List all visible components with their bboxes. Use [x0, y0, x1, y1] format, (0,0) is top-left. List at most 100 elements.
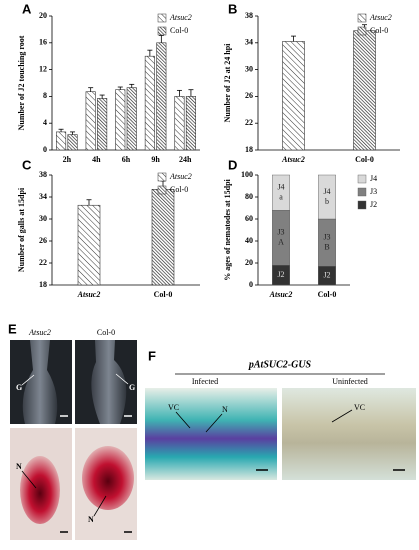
segment-name: J3	[277, 228, 284, 237]
bar	[353, 30, 376, 151]
x-tick-label: Col-0	[154, 290, 173, 299]
bar	[151, 189, 175, 286]
image-label: VC	[168, 403, 179, 412]
gall	[82, 446, 134, 510]
panel-label: D	[228, 157, 237, 172]
legend-swatch	[157, 26, 167, 36]
bar	[282, 41, 305, 151]
y-tick-label: 12	[39, 64, 47, 73]
x-tick-label: 6h	[122, 155, 131, 164]
legend-label: Atsuc2	[369, 13, 392, 22]
legend-label: Col-0	[370, 26, 388, 35]
segment-name: J2	[323, 270, 330, 279]
y-tick-label: 34	[39, 192, 47, 201]
y-axis-label: Number of J2 at 24 hpi	[223, 43, 232, 123]
segment-name: J4	[277, 182, 284, 191]
y-axis-label: Number of J2 touching root	[17, 35, 26, 130]
panel-label: C	[22, 157, 32, 172]
y-tick-label: 100	[241, 170, 253, 179]
y-tick-label: 20	[245, 258, 253, 267]
y-tick-label: 38	[245, 11, 253, 20]
legend-label: J4	[370, 174, 377, 183]
root-shape	[91, 340, 127, 424]
image	[145, 388, 277, 480]
image-label: N	[16, 462, 22, 471]
legend-label: Col-0	[170, 26, 188, 35]
x-tick-label: 2h	[63, 155, 72, 164]
x-tick-label: Col-0	[318, 290, 337, 299]
x-tick-label: Col-0	[355, 155, 374, 164]
legend-swatch	[157, 13, 167, 23]
gall	[20, 456, 60, 524]
panel-label: E	[8, 321, 17, 336]
column-label: Atsuc2	[28, 328, 51, 337]
segment-label: b	[325, 197, 329, 206]
segment-name: J4	[323, 187, 330, 196]
legend-label: J2	[370, 200, 377, 209]
x-tick-label: Atsuc2	[281, 155, 305, 164]
legend-swatch	[357, 26, 367, 36]
legend-swatch	[157, 185, 167, 195]
pointer	[93, 495, 107, 517]
y-tick-label: 26	[39, 236, 47, 245]
pointer	[205, 413, 223, 433]
image	[282, 388, 416, 480]
legend-label: Atsuc2	[169, 13, 192, 22]
legend-label: Col-0	[170, 185, 188, 194]
y-axis-label: Number of galls at 15dpi	[17, 187, 26, 272]
bar	[97, 98, 108, 151]
legend-swatch	[357, 13, 367, 23]
x-tick-label: Atsuc2	[269, 290, 293, 299]
segment-name: J2	[277, 270, 284, 279]
y-tick-label: 18	[39, 280, 47, 289]
legend-label: Atsuc2	[169, 172, 192, 181]
image-label: N	[88, 515, 94, 524]
x-tick-label: 9h	[151, 155, 160, 164]
pointer	[21, 374, 35, 386]
x-tick-label: 24h	[179, 155, 192, 164]
column-label: Infected	[192, 377, 218, 386]
bar	[185, 96, 196, 151]
y-tick-label: 0	[43, 145, 47, 154]
image-label: N	[222, 405, 228, 414]
y-tick-label: 20	[39, 11, 47, 20]
bar	[67, 134, 78, 151]
y-tick-label: 16	[39, 38, 47, 47]
y-tick-label: 22	[245, 118, 253, 127]
y-tick-label: 0	[249, 280, 253, 289]
bar-segment	[272, 174, 290, 211]
panel-label: B	[228, 1, 237, 16]
segment-label: B	[324, 242, 329, 251]
y-tick-label: 80	[245, 192, 253, 201]
image-label: VC	[354, 403, 365, 412]
segment-label: A	[278, 238, 284, 247]
bar	[77, 204, 101, 286]
x-tick-label: Atsuc2	[77, 290, 101, 299]
image-label: G	[129, 383, 135, 392]
bar	[126, 87, 137, 151]
segment-name: J3	[323, 232, 330, 241]
legend-swatch	[357, 187, 367, 197]
y-tick-label: 38	[39, 170, 47, 179]
y-tick-label: 30	[39, 214, 47, 223]
pointer	[175, 411, 191, 429]
bar	[85, 91, 96, 151]
y-tick-label: 22	[39, 258, 47, 267]
bar	[156, 42, 167, 151]
column-label: Col-0	[97, 328, 115, 337]
y-tick-label: 30	[245, 64, 253, 73]
x-tick-label: 4h	[92, 155, 101, 164]
column-label: Uninfected	[332, 377, 368, 386]
bar-segment	[318, 174, 336, 220]
pointer	[115, 373, 129, 385]
pointer	[21, 470, 37, 489]
image-label: G	[16, 383, 22, 392]
y-tick-label: 26	[245, 91, 253, 100]
root-shape	[22, 340, 58, 424]
panel-label: A	[22, 1, 32, 16]
y-tick-label: 34	[245, 38, 253, 47]
legend-swatch	[357, 200, 367, 210]
panel-label: F	[148, 348, 156, 363]
y-axis-label: % ages of nematodes at 15dpi	[223, 178, 232, 280]
